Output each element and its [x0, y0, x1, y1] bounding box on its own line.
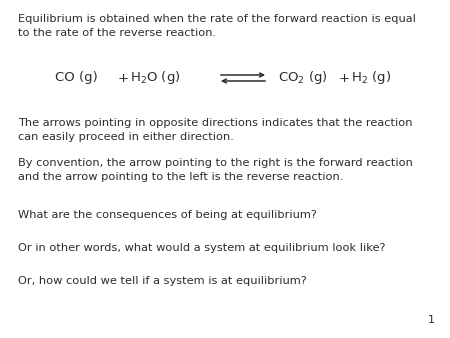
Text: What are the consequences of being at equilibrium?: What are the consequences of being at eq… [18, 210, 317, 220]
Text: The arrows pointing in opposite directions indicates that the reaction
can easil: The arrows pointing in opposite directio… [18, 118, 413, 142]
Text: CO (g): CO (g) [55, 72, 98, 84]
Text: By convention, the arrow pointing to the right is the forward reaction
and the a: By convention, the arrow pointing to the… [18, 158, 413, 182]
Text: H$_2$ (g): H$_2$ (g) [351, 70, 391, 87]
Text: 1: 1 [428, 315, 435, 325]
Text: Or, how could we tell if a system is at equilibrium?: Or, how could we tell if a system is at … [18, 276, 307, 286]
Text: Or in other words, what would a system at equilibrium look like?: Or in other words, what would a system a… [18, 243, 386, 253]
Text: CO$_2$ (g): CO$_2$ (g) [278, 70, 328, 87]
Text: +: + [339, 72, 350, 84]
Text: H$_2$O (g): H$_2$O (g) [130, 70, 180, 87]
Text: +: + [118, 72, 129, 84]
Text: Equilibrium is obtained when the rate of the forward reaction is equal
to the ra: Equilibrium is obtained when the rate of… [18, 14, 416, 38]
